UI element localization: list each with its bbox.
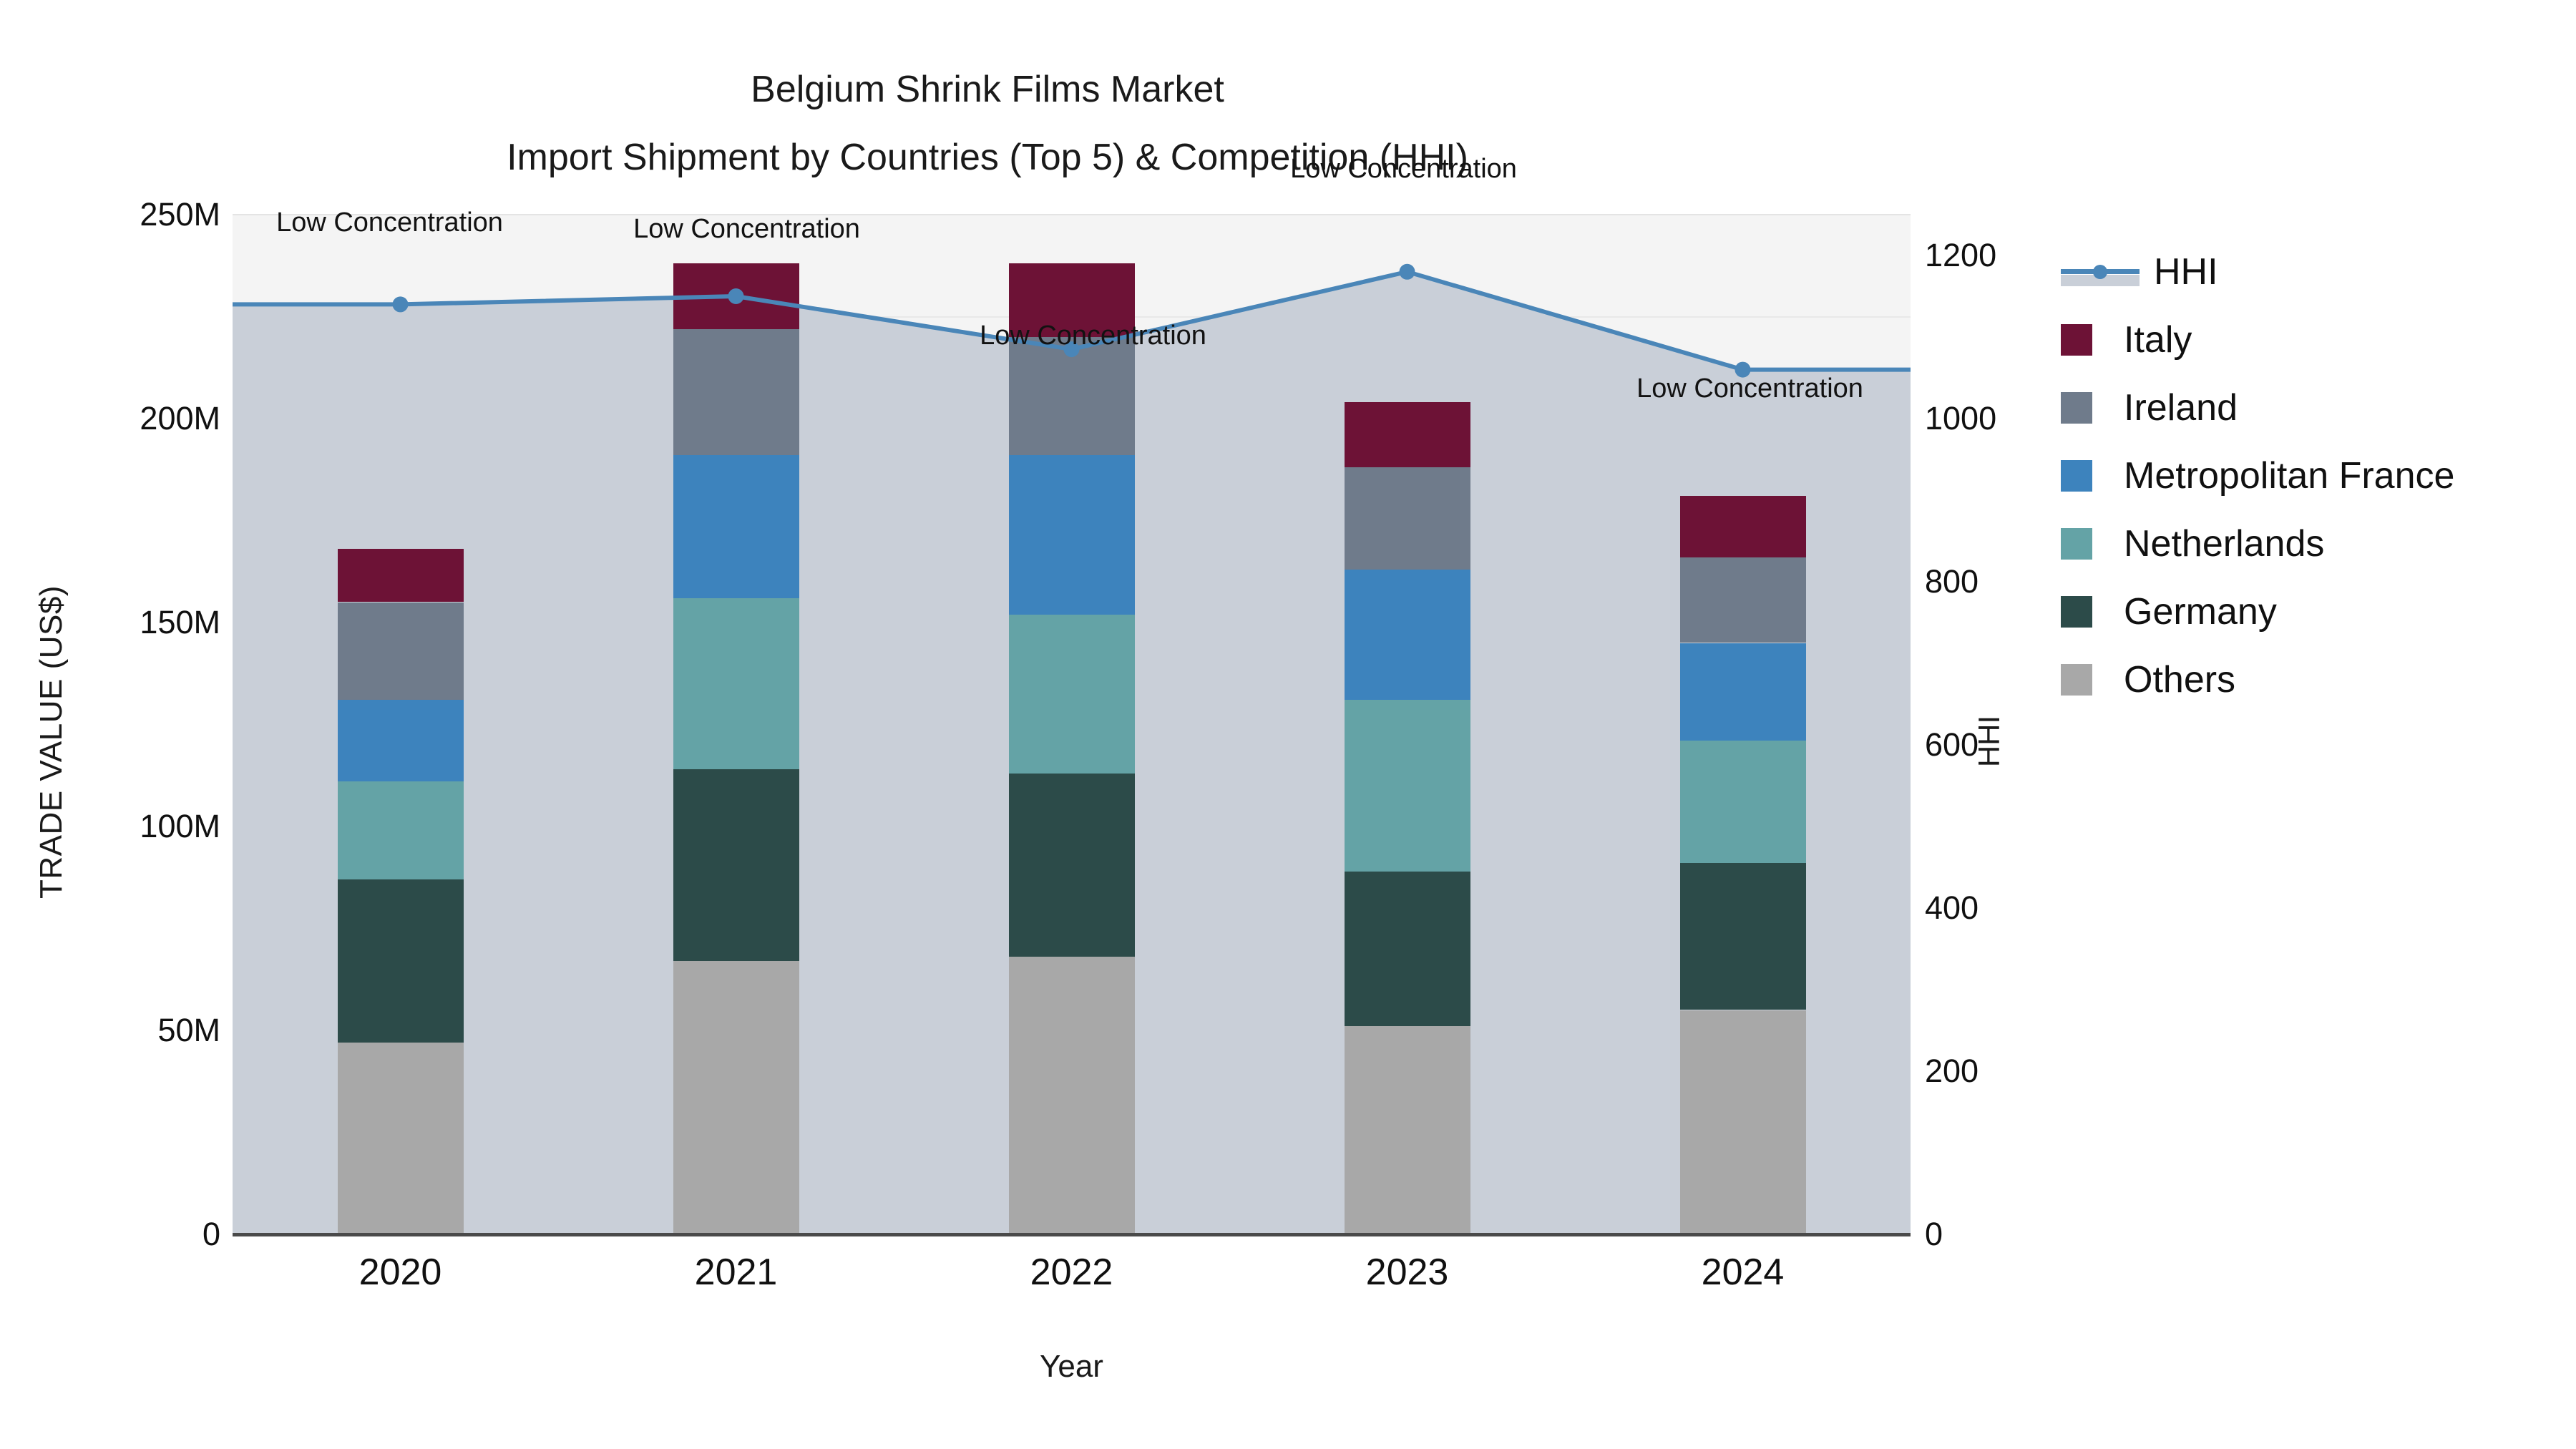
y-axis-tick-label: 0 bbox=[202, 1216, 220, 1252]
legend-item[interactable]: Metropolitan France bbox=[2061, 441, 2562, 509]
y2-axis-tick-label: 200 bbox=[1925, 1053, 1979, 1089]
y-axis-right-ticks: 0 200 400 600 800 1000 1200 bbox=[1925, 0, 2140, 1449]
bar-segment[interactable] bbox=[1008, 455, 1135, 615]
bar-segment[interactable] bbox=[1679, 496, 1806, 557]
bar-segment[interactable] bbox=[337, 602, 464, 701]
annotation-label: Low Concentration bbox=[1636, 373, 1863, 404]
hhi-marker[interactable] bbox=[1399, 263, 1415, 280]
gridline bbox=[233, 214, 1911, 215]
bar-segment[interactable] bbox=[1344, 569, 1470, 701]
hhi-marker[interactable] bbox=[392, 296, 409, 313]
bar-segment[interactable] bbox=[673, 328, 799, 456]
y-axis-tick-label: 150M bbox=[140, 604, 220, 640]
legend-color-swatch bbox=[2061, 323, 2092, 356]
y-axis-right-title: HHI bbox=[1972, 715, 2006, 768]
bar-segment[interactable] bbox=[1344, 871, 1470, 1027]
bar-segment[interactable] bbox=[1679, 557, 1806, 643]
legend-item[interactable]: Italy bbox=[2061, 306, 2562, 374]
bar-segment[interactable] bbox=[337, 549, 464, 602]
legend-color-swatch bbox=[2061, 459, 2092, 492]
bar-segment[interactable] bbox=[1679, 863, 1806, 1010]
hhi-marker[interactable] bbox=[728, 288, 744, 304]
bar-segment[interactable] bbox=[1344, 402, 1470, 468]
x-axis-tick-label: 2022 bbox=[1030, 1252, 1113, 1293]
hhi-marker[interactable] bbox=[1735, 361, 1751, 378]
bar-segment[interactable] bbox=[1679, 1010, 1806, 1234]
y-axis-tick-label: 200M bbox=[140, 400, 220, 436]
legend-color-swatch bbox=[2061, 527, 2092, 560]
legend-item[interactable]: HHI bbox=[2061, 238, 2562, 306]
legend-item-label: HHI bbox=[2154, 250, 2218, 293]
annotation-label: Low Concentration bbox=[980, 321, 1206, 351]
bar-segment[interactable] bbox=[673, 455, 799, 598]
x-axis-tick-label: 2021 bbox=[694, 1252, 778, 1293]
legend-item[interactable]: Netherlands bbox=[2061, 509, 2562, 577]
bar-segment[interactable] bbox=[337, 781, 464, 880]
bar-segment[interactable] bbox=[1679, 643, 1806, 741]
legend-item[interactable]: Others bbox=[2061, 645, 2562, 713]
y2-axis-tick-label: 1000 bbox=[1925, 400, 1997, 436]
bar-stack[interactable] bbox=[1344, 215, 1470, 1234]
annotation-label: Low Concentration bbox=[276, 208, 503, 238]
x-axis-title: Year bbox=[1040, 1349, 1103, 1384]
y-axis-tick-label: 50M bbox=[157, 1012, 220, 1048]
bar-stack[interactable] bbox=[1008, 215, 1135, 1234]
bar-segment[interactable] bbox=[1008, 773, 1135, 957]
annotation-label: Low Concentration bbox=[1290, 153, 1517, 184]
legend-item-label: Italy bbox=[2124, 318, 2192, 361]
y-axis-tick-label: 250M bbox=[140, 196, 220, 233]
y2-axis-tick-label: 800 bbox=[1925, 563, 1979, 600]
bar-segment[interactable] bbox=[673, 961, 799, 1234]
chart-title: Belgium Shrink Films Market bbox=[751, 69, 1224, 110]
bar-stack[interactable] bbox=[673, 215, 799, 1234]
legend-item-label: Germany bbox=[2124, 590, 2277, 633]
plot-area: Low Concentration Low Concentration Low Co… bbox=[233, 154, 1911, 1235]
bar-segment[interactable] bbox=[673, 769, 799, 962]
bar-segment[interactable] bbox=[1008, 957, 1135, 1234]
bar-segment[interactable] bbox=[337, 879, 464, 1043]
bar-segment[interactable] bbox=[673, 597, 799, 770]
bar-segment[interactable] bbox=[1344, 467, 1470, 570]
annotation-label: Low Concentration bbox=[633, 214, 860, 244]
legend-color-swatch bbox=[2061, 663, 2092, 696]
bar-stack[interactable] bbox=[337, 215, 464, 1234]
legend-item[interactable]: Germany bbox=[2061, 577, 2562, 645]
y2-axis-tick-label: 600 bbox=[1925, 726, 1979, 763]
chart-subtitle: Import Shipment by Countries (Top 5) & C… bbox=[507, 137, 1468, 178]
legend-item-label: Netherlands bbox=[2124, 522, 2325, 565]
y-axis-left-title: TRADE VALUE (US$) bbox=[34, 585, 69, 899]
legend-item-label: Others bbox=[2124, 658, 2236, 701]
x-axis-tick-label: 2023 bbox=[1365, 1252, 1449, 1293]
legend-line-marker bbox=[2093, 264, 2107, 279]
legend-line-icon bbox=[2061, 256, 2140, 288]
x-axis-tick-label: 2020 bbox=[358, 1252, 442, 1293]
legend: HHI Italy Ireland Metropolitan France Nether… bbox=[2061, 238, 2562, 713]
x-axis-line bbox=[233, 1233, 1911, 1236]
legend-color-swatch bbox=[2061, 595, 2092, 628]
x-axis-tick-label: 2024 bbox=[1701, 1252, 1785, 1293]
hhi-line bbox=[233, 263, 1911, 378]
legend-area-band bbox=[2061, 274, 2140, 286]
legend-item[interactable]: Ireland bbox=[2061, 374, 2562, 441]
bar-segment[interactable] bbox=[337, 700, 464, 782]
y-axis-left-ticks: 0 50M 100M 150M 200M 250M bbox=[0, 0, 222, 1449]
legend-color-swatch bbox=[2061, 391, 2092, 424]
bar-segment[interactable] bbox=[1008, 263, 1135, 337]
bar-segment[interactable] bbox=[1344, 700, 1470, 872]
y2-axis-tick-label: 1200 bbox=[1925, 237, 1997, 273]
bar-segment[interactable] bbox=[1344, 1026, 1470, 1234]
bar-stack[interactable] bbox=[1679, 215, 1806, 1234]
legend-item-label: Metropolitan France bbox=[2124, 454, 2455, 497]
y2-axis-tick-label: 0 bbox=[1925, 1216, 1943, 1252]
legend-item-label: Ireland bbox=[2124, 386, 2238, 429]
y2-axis-tick-label: 400 bbox=[1925, 889, 1979, 926]
hhi-marker[interactable] bbox=[1063, 341, 1080, 358]
bar-segment[interactable] bbox=[1008, 614, 1135, 774]
chart-title-block: Belgium Shrink Films Market Import Shipm… bbox=[0, 56, 1975, 192]
bar-segment[interactable] bbox=[337, 1043, 464, 1234]
bar-segment[interactable] bbox=[1679, 741, 1806, 864]
y-axis-tick-label: 100M bbox=[140, 808, 220, 844]
